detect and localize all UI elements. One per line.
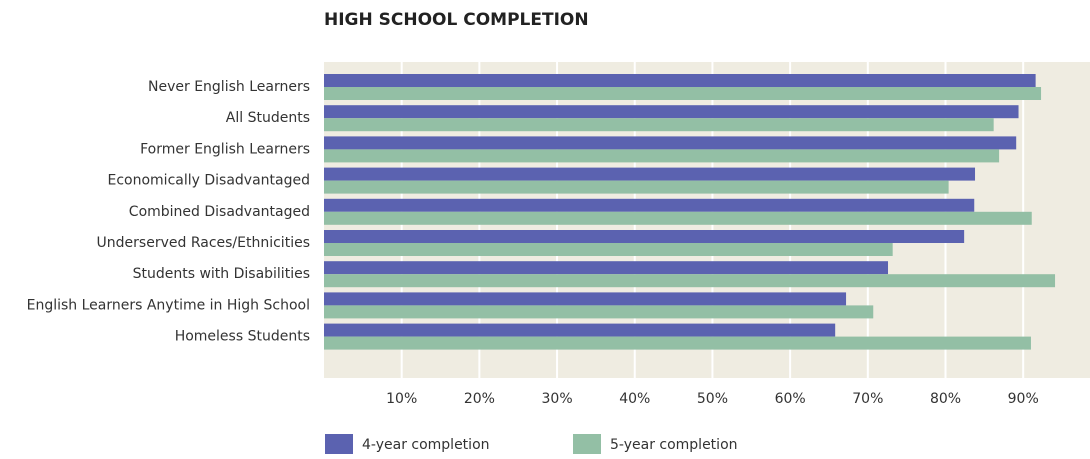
bar xyxy=(324,149,1000,163)
y-tick-label: English Learners Anytime in High School xyxy=(27,297,310,313)
x-tick-label: 10% xyxy=(386,391,417,407)
bar xyxy=(324,105,1019,119)
x-tick-label: 50% xyxy=(697,391,728,407)
y-tick-label: Never English Learners xyxy=(148,79,310,95)
y-tick-label: Former English Learners xyxy=(140,141,310,157)
bar xyxy=(324,305,874,319)
bar xyxy=(324,118,994,132)
legend-swatch xyxy=(573,434,601,454)
y-tick-label: Economically Disadvantaged xyxy=(108,173,311,189)
bar xyxy=(324,323,836,337)
x-tick-label: 40% xyxy=(619,391,650,407)
bar xyxy=(324,261,889,275)
chart-title: HIGH SCHOOL COMPLETION xyxy=(324,10,589,30)
bar xyxy=(324,230,965,243)
x-tick-label: 80% xyxy=(930,391,961,407)
legend-label: 4-year completion xyxy=(362,437,490,453)
bar xyxy=(324,292,847,306)
bar xyxy=(324,211,1032,225)
x-tick-label: 30% xyxy=(542,391,573,407)
x-tick-label: 70% xyxy=(852,391,883,407)
legend-label: 5-year completion xyxy=(610,437,738,453)
x-tick-label: 90% xyxy=(1008,391,1039,407)
bar xyxy=(324,198,975,212)
y-tick-label: Homeless Students xyxy=(175,329,310,345)
y-tick-label: Students with Disabilities xyxy=(133,266,310,282)
bar xyxy=(324,180,949,194)
bar xyxy=(324,87,1042,100)
bar xyxy=(324,167,976,181)
legend-swatch xyxy=(325,434,353,454)
bar xyxy=(324,336,1031,350)
bar xyxy=(324,243,893,256)
y-tick-label: Underserved Races/Ethnicities xyxy=(97,235,310,251)
y-tick-label: Combined Disadvantaged xyxy=(129,204,310,220)
x-tick-label: 20% xyxy=(464,391,495,407)
bar xyxy=(324,274,1056,288)
x-tick-label: 60% xyxy=(775,391,806,407)
bar xyxy=(324,74,1036,87)
y-tick-label: All Students xyxy=(226,110,310,126)
bar xyxy=(324,136,1017,150)
